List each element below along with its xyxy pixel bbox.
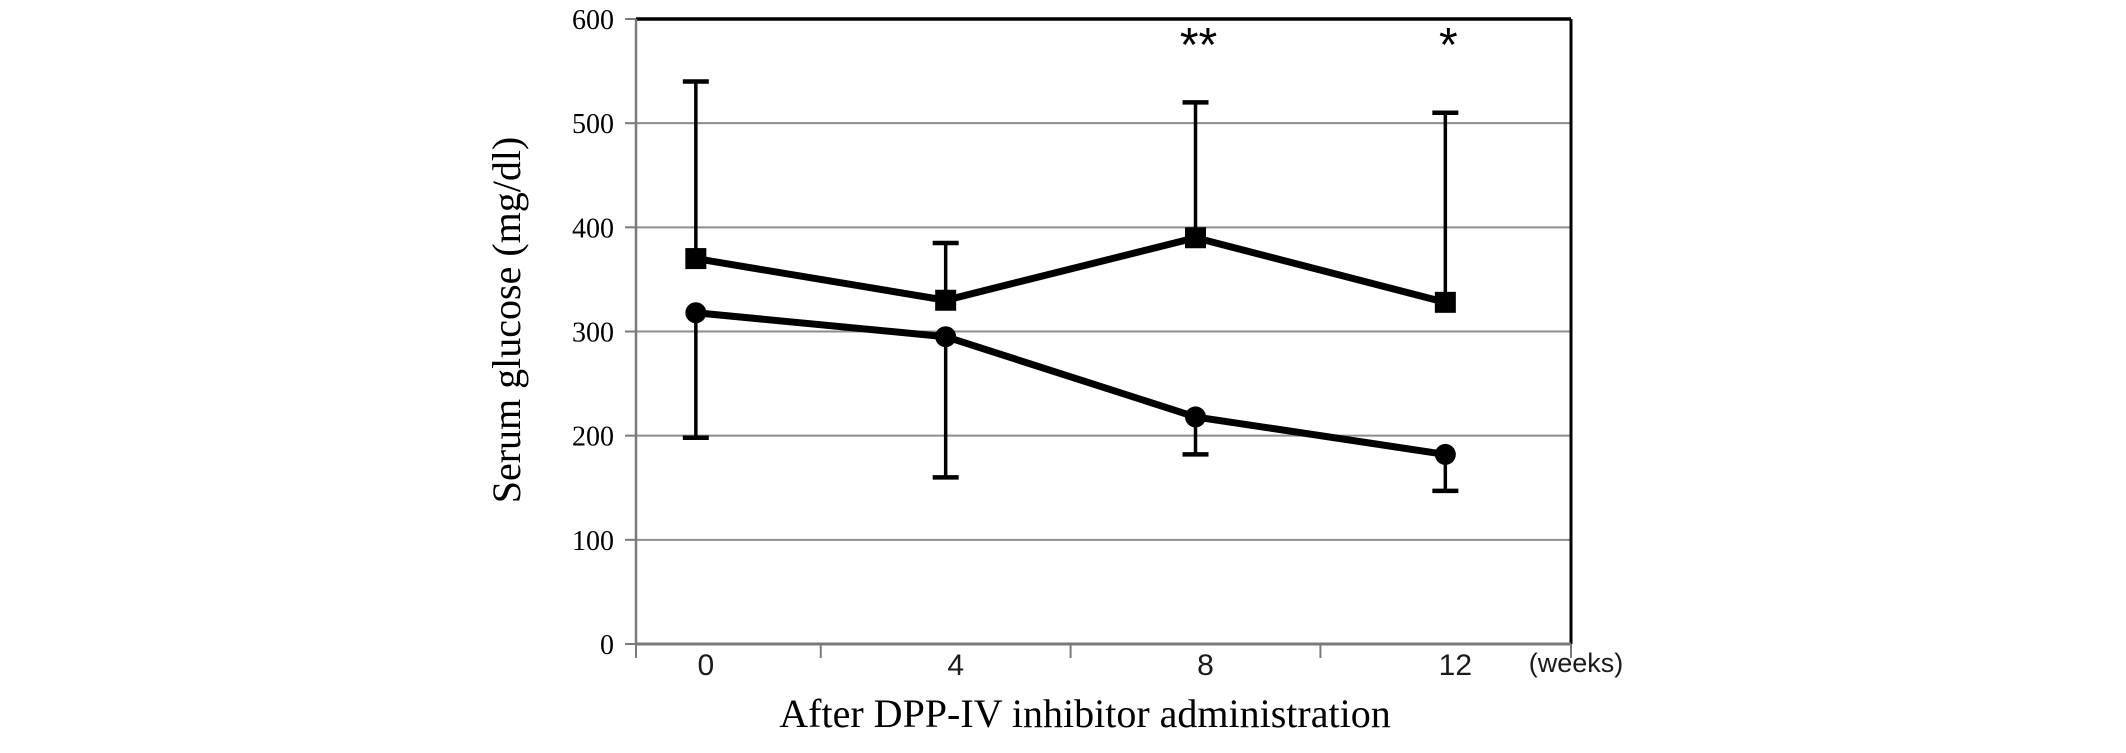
marker-circle (1185, 406, 1207, 428)
x-axis-title: After DPP-IV inhibitor administration (779, 691, 1390, 736)
y-tick-label: 0 (600, 630, 614, 661)
marker-square (1434, 291, 1456, 313)
y-axis-title: Serum glucose (mg/dl) (484, 137, 529, 504)
y-tick-label: 200 (572, 422, 614, 453)
significance-annotation: ** (1180, 19, 1217, 72)
y-tick-label: 400 (572, 213, 614, 244)
marker-square (1185, 227, 1207, 249)
marker-square (685, 248, 707, 270)
x-tick-label: 4 (947, 649, 964, 682)
y-tick-label: 600 (572, 5, 614, 36)
x-tick-label: 12 (1439, 649, 1472, 682)
y-tick-label: 100 (572, 526, 614, 557)
marker-circle (1434, 443, 1456, 465)
series-line-circle (695, 309, 1446, 458)
significance-annotation: * (1439, 19, 1458, 72)
series-line-square (695, 234, 1447, 306)
marker-circle (935, 326, 957, 348)
x-tick-label: 0 (697, 649, 714, 682)
x-tick-label: 8 (1197, 649, 1214, 682)
y-tick-label: 300 (572, 318, 614, 349)
marker-circle (685, 302, 707, 324)
marker-square (935, 289, 957, 311)
y-tick-label: 500 (572, 109, 614, 140)
x-axis-unit-label: (weeks) (1529, 648, 1624, 678)
